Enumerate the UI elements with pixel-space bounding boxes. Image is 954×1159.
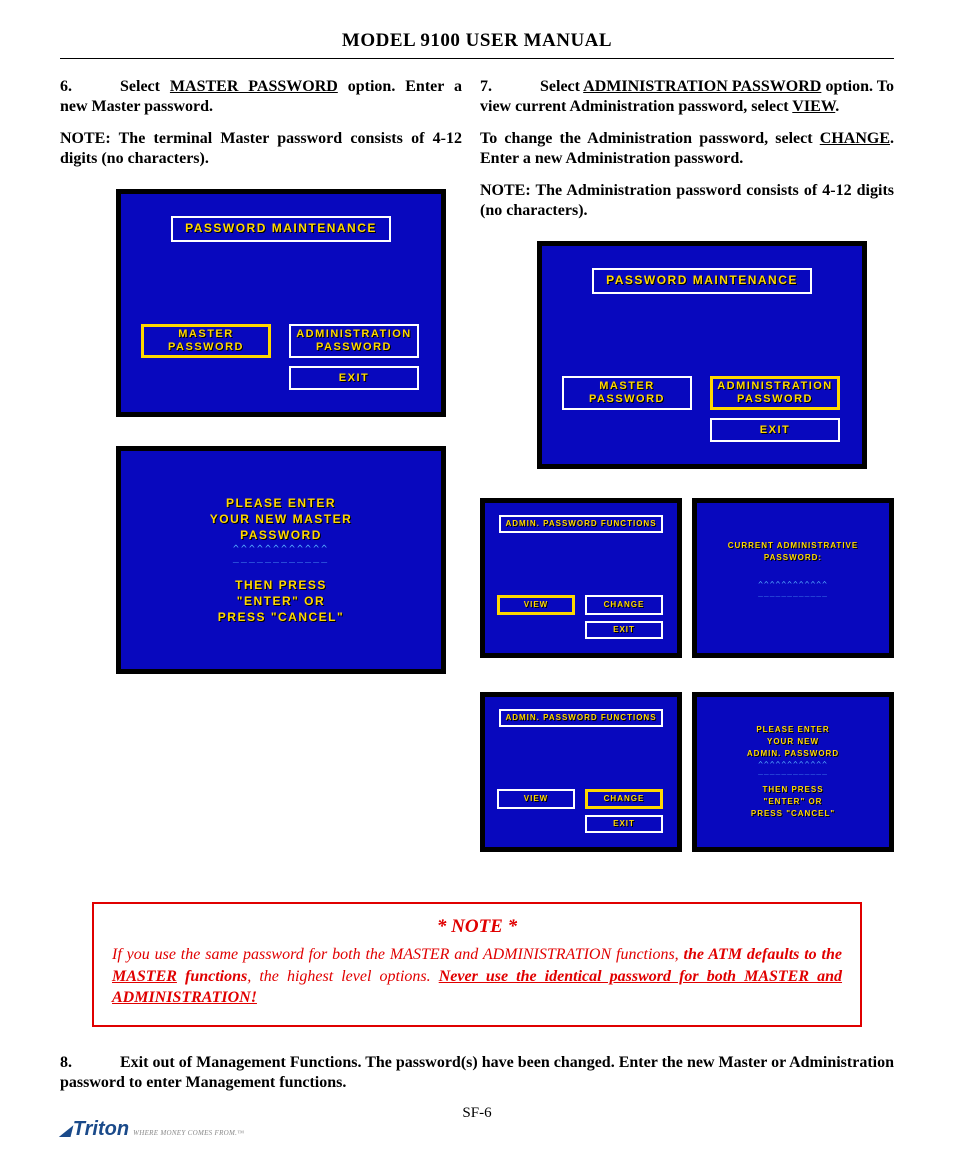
line-5: "ENTER" OR: [697, 797, 889, 806]
change-label: CHANGE: [604, 600, 645, 609]
step-6-number: 6.: [60, 77, 120, 97]
page-number: SF-6: [462, 1105, 491, 1122]
dash-line-bottom: ____________: [697, 591, 889, 596]
page-header-title: MODEL 9100 USER MANUAL: [60, 30, 894, 59]
exit-label: EXIT: [760, 424, 790, 437]
triton-logo-text: Triton: [73, 1118, 129, 1140]
line-2: PASSWORD:: [697, 553, 889, 562]
view-button[interactable]: VIEW: [497, 595, 575, 615]
prompt-line-5: "ENTER" OR: [121, 595, 441, 609]
step-7-number: 7.: [480, 77, 540, 97]
line-2: YOUR NEW: [697, 737, 889, 746]
note-text-c: MASTER: [112, 968, 177, 985]
title-box: PASSWORD MAINTENANCE: [592, 268, 812, 294]
triton-tagline: WHERE MONEY COMES FROM.™: [133, 1129, 244, 1137]
exit-label: EXIT: [339, 372, 369, 385]
line-6: PRESS "CANCEL": [697, 809, 889, 818]
screen-enter-master-password: PLEASE ENTER YOUR NEW MASTER PASSWORD ^^…: [116, 446, 446, 674]
screen-admin-functions-change: ADMIN. PASSWORD FUNCTIONS VIEW CHANGE EX…: [480, 692, 682, 852]
view-label: VIEW: [524, 600, 548, 609]
change-button[interactable]: CHANGE: [585, 789, 663, 809]
note-callout-box: * NOTE * If you use the same password fo…: [92, 902, 862, 1027]
title-box: ADMIN. PASSWORD FUNCTIONS: [499, 515, 663, 533]
two-column-layout: 6.Select MASTER PASSWORD option. Enter a…: [60, 77, 894, 878]
master-password-button[interactable]: MASTER PASSWORD: [562, 376, 692, 410]
step-6-text-a: Select: [120, 78, 170, 95]
step-7-para-1: 7.Select ADMINISTRATION PASSWORD option.…: [480, 77, 894, 117]
note-body: If you use the same password for both th…: [112, 944, 842, 1009]
step-6-link-master-password: MASTER PASSWORD: [170, 78, 338, 95]
title-text: PASSWORD MAINTENANCE: [606, 274, 798, 288]
exit-button[interactable]: EXIT: [710, 418, 840, 442]
exit-button[interactable]: EXIT: [585, 815, 663, 833]
prompt-line-6: PRESS "CANCEL": [121, 611, 441, 625]
step-8-number: 8.: [60, 1053, 120, 1073]
admin-functions-change-row: ADMIN. PASSWORD FUNCTIONS VIEW CHANGE EX…: [480, 684, 894, 868]
title-text: ADMIN. PASSWORD FUNCTIONS: [505, 519, 656, 528]
note-title: * NOTE *: [112, 916, 842, 938]
step-6-para: 6.Select MASTER PASSWORD option. Enter a…: [60, 77, 462, 117]
note-text-a: If you use the same password for both th…: [112, 946, 684, 963]
line-4: THEN PRESS: [697, 785, 889, 794]
title-box: PASSWORD MAINTENANCE: [171, 216, 391, 242]
exit-label: EXIT: [613, 819, 635, 828]
step-7-text-2a: To change the Administration password, s…: [480, 130, 820, 147]
prompt-line-3: PASSWORD: [121, 529, 441, 543]
administration-password-label: ADMINISTRATION PASSWORD: [717, 380, 833, 405]
line-1: PLEASE ENTER: [697, 725, 889, 734]
master-password-label: MASTER PASSWORD: [168, 328, 244, 353]
view-button[interactable]: VIEW: [497, 789, 575, 809]
line-3: ADMIN. PASSWORD: [697, 749, 889, 758]
exit-label: EXIT: [613, 625, 635, 634]
note-text-e: , the highest level options.: [247, 968, 438, 985]
screen-password-maintenance-admin: PASSWORD MAINTENANCE MASTER PASSWORD ADM…: [537, 241, 867, 469]
screen-enter-admin-password: PLEASE ENTER YOUR NEW ADMIN. PASSWORD ^^…: [692, 692, 894, 852]
admin-functions-view-row: ADMIN. PASSWORD FUNCTIONS VIEW CHANGE EX…: [480, 490, 894, 674]
left-column: 6.Select MASTER PASSWORD option. Enter a…: [60, 77, 462, 878]
exit-button[interactable]: EXIT: [289, 366, 419, 390]
exit-button[interactable]: EXIT: [585, 621, 663, 639]
line-1: CURRENT ADMINISTRATIVE: [697, 541, 889, 550]
step-6-note: NOTE: The terminal Master password consi…: [60, 129, 462, 169]
step-7-text-e: .: [835, 98, 839, 115]
step-7-para-2: To change the Administration password, s…: [480, 129, 894, 169]
step-7-link-change: CHANGE: [820, 130, 890, 147]
view-label: VIEW: [524, 794, 548, 803]
prompt-line-2: YOUR NEW MASTER: [121, 513, 441, 527]
prompt-line-4: THEN PRESS: [121, 579, 441, 593]
screen-current-admin-password: CURRENT ADMINISTRATIVE PASSWORD: ^^^^^^^…: [692, 498, 894, 658]
right-column: 7.Select ADMINISTRATION PASSWORD option.…: [480, 77, 894, 878]
dash-line-bottom: ____________: [697, 769, 889, 774]
change-button[interactable]: CHANGE: [585, 595, 663, 615]
administration-password-button[interactable]: ADMINISTRATION PASSWORD: [710, 376, 840, 410]
screen-password-maintenance-master: PASSWORD MAINTENANCE MASTER PASSWORD ADM…: [116, 189, 446, 417]
prompt-line-1: PLEASE ENTER: [121, 497, 441, 511]
note-text-d: functions: [177, 968, 247, 985]
step-7-link-view: VIEW: [792, 98, 835, 115]
triton-logo: ◢Triton: [60, 1118, 129, 1140]
dash-line-bottom: ____________: [121, 555, 441, 561]
page-footer: SF-6 ◢TritonWHERE MONEY COMES FROM.™: [60, 1105, 894, 1133]
step-8-para: 8.Exit out of Management Functions. The …: [60, 1053, 894, 1093]
screen-admin-functions-view: ADMIN. PASSWORD FUNCTIONS VIEW CHANGE EX…: [480, 498, 682, 658]
master-password-button[interactable]: MASTER PASSWORD: [141, 324, 271, 358]
step-7-note: NOTE: The Administration password consis…: [480, 181, 894, 221]
master-password-label: MASTER PASSWORD: [589, 380, 665, 405]
title-box: ADMIN. PASSWORD FUNCTIONS: [499, 709, 663, 727]
administration-password-button[interactable]: ADMINISTRATION PASSWORD: [289, 324, 419, 358]
administration-password-label: ADMINISTRATION PASSWORD: [296, 328, 412, 353]
step-7-link-admin-password: ADMINISTRATION PASSWORD: [583, 78, 821, 95]
title-text: ADMIN. PASSWORD FUNCTIONS: [505, 713, 656, 722]
note-text-b: the ATM defaults to the: [684, 946, 842, 963]
step-7-text-a: Select: [540, 78, 583, 95]
title-text: PASSWORD MAINTENANCE: [185, 222, 377, 236]
change-label: CHANGE: [604, 794, 645, 803]
step-8-text: Exit out of Management Functions. The pa…: [60, 1054, 894, 1091]
